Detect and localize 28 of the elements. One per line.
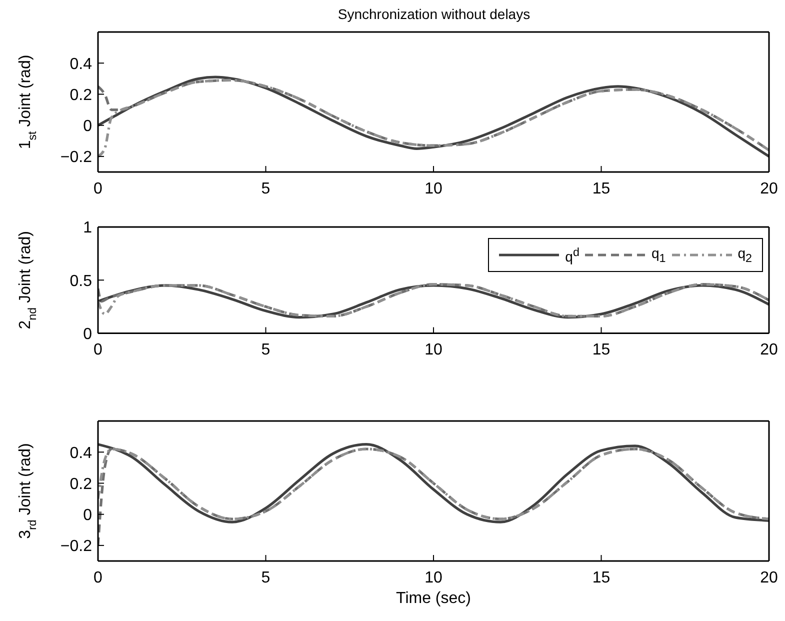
y-tick-label: −0.2 <box>60 149 92 166</box>
y-tick-label: 0.4 <box>70 56 92 73</box>
x-axis-title: Time (sec) <box>396 590 471 607</box>
y-tick-label: 0 <box>83 118 92 136</box>
y-tick-label: 1 <box>83 220 92 237</box>
x-tick-label: 5 <box>261 342 270 359</box>
x-tick-label: 20 <box>760 569 778 586</box>
legend-label: q$^{d}$ <box>565 246 580 264</box>
x-tick-label: 10 <box>424 180 442 198</box>
x-tick-label: 10 <box>424 569 442 586</box>
y-tick-label: 0.2 <box>70 476 92 493</box>
x-tick-label: 15 <box>592 342 610 359</box>
y-tick-label: 0.4 <box>70 444 92 462</box>
y-tick-label: 0 <box>83 507 92 524</box>
legend-label: q$_{1}$ <box>651 245 666 265</box>
chart-title: Synchronization without delays <box>336 6 532 22</box>
x-tick-label: 10 <box>424 342 442 359</box>
y-tick-label: 0.5 <box>70 272 92 290</box>
y-tick-label: 0 <box>83 326 92 343</box>
x-tick-label: 5 <box>261 180 270 198</box>
x-tick-label: 15 <box>592 180 610 198</box>
x-tick-label: 20 <box>760 180 778 198</box>
legend-label: q$_{2}$ <box>738 245 752 265</box>
y-tick-label: −0.2 <box>60 538 92 556</box>
x-tick-label: 5 <box>261 569 270 586</box>
y-tick-label: 0.2 <box>70 86 92 104</box>
x-tick-label: 20 <box>760 342 778 359</box>
x-tick-label: 15 <box>592 569 610 586</box>
